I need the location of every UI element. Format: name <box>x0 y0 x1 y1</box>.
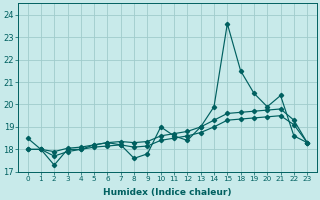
X-axis label: Humidex (Indice chaleur): Humidex (Indice chaleur) <box>103 188 232 197</box>
